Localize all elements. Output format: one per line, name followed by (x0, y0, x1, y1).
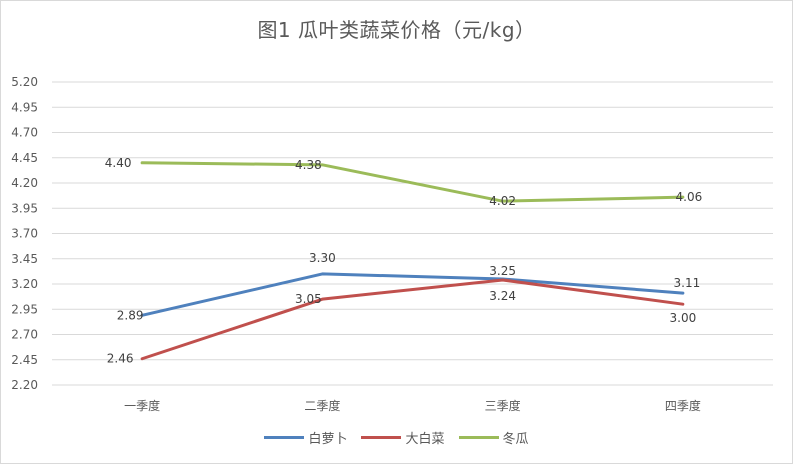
data-label: 2.46 (107, 352, 134, 366)
legend-item: 冬瓜 (458, 428, 529, 447)
y-tick-label: 2.20 (11, 378, 38, 392)
y-tick-label: 4.95 (11, 100, 38, 114)
y-tick-label: 4.70 (11, 126, 38, 140)
x-tick-label: 二季度 (304, 398, 340, 413)
data-label: 3.00 (670, 311, 697, 325)
data-label: 4.02 (489, 194, 516, 208)
data-label: 3.25 (489, 264, 516, 278)
series-line-2 (140, 161, 685, 203)
y-tick-label: 3.95 (11, 201, 38, 215)
legend-swatch (458, 436, 499, 439)
y-tick-label: 2.45 (11, 353, 38, 367)
legend-item: 大白菜 (361, 428, 445, 447)
data-label: 3.24 (489, 289, 516, 303)
data-label: 4.38 (295, 158, 322, 172)
data-label: 3.30 (309, 251, 336, 265)
y-tick-label: 3.20 (11, 277, 38, 291)
legend-label: 冬瓜 (502, 432, 529, 447)
y-tick-label: 4.45 (11, 151, 38, 165)
y-tick-label: 5.20 (11, 75, 38, 89)
series-line-0 (140, 272, 685, 317)
y-tick-label: 3.70 (11, 227, 38, 241)
x-tick-label: 一季度 (124, 398, 160, 413)
data-label: 4.06 (676, 190, 703, 204)
x-tick-label: 四季度 (665, 398, 701, 413)
y-tick-label: 2.70 (11, 328, 38, 342)
legend-label: 白萝卜 (308, 432, 348, 447)
data-label: 4.40 (105, 156, 132, 170)
data-label: 3.05 (295, 292, 322, 306)
y-tick-label: 3.45 (11, 252, 38, 266)
y-tick-label: 4.20 (11, 176, 38, 190)
legend-item: 白萝卜 (264, 428, 347, 447)
series-line-1 (140, 278, 685, 361)
data-label: 3.11 (674, 276, 701, 290)
chart-legend: 白萝卜 大白菜 冬瓜 (0, 428, 793, 447)
legend-label: 大白菜 (405, 432, 445, 447)
legend-swatch (361, 436, 402, 439)
legend-swatch (264, 436, 305, 439)
x-tick-label: 三季度 (485, 398, 521, 413)
y-tick-label: 2.95 (11, 302, 38, 316)
chart-title: 图1 瓜叶类蔬菜价格（元/kg） (257, 18, 536, 42)
data-label: 2.89 (117, 308, 144, 322)
